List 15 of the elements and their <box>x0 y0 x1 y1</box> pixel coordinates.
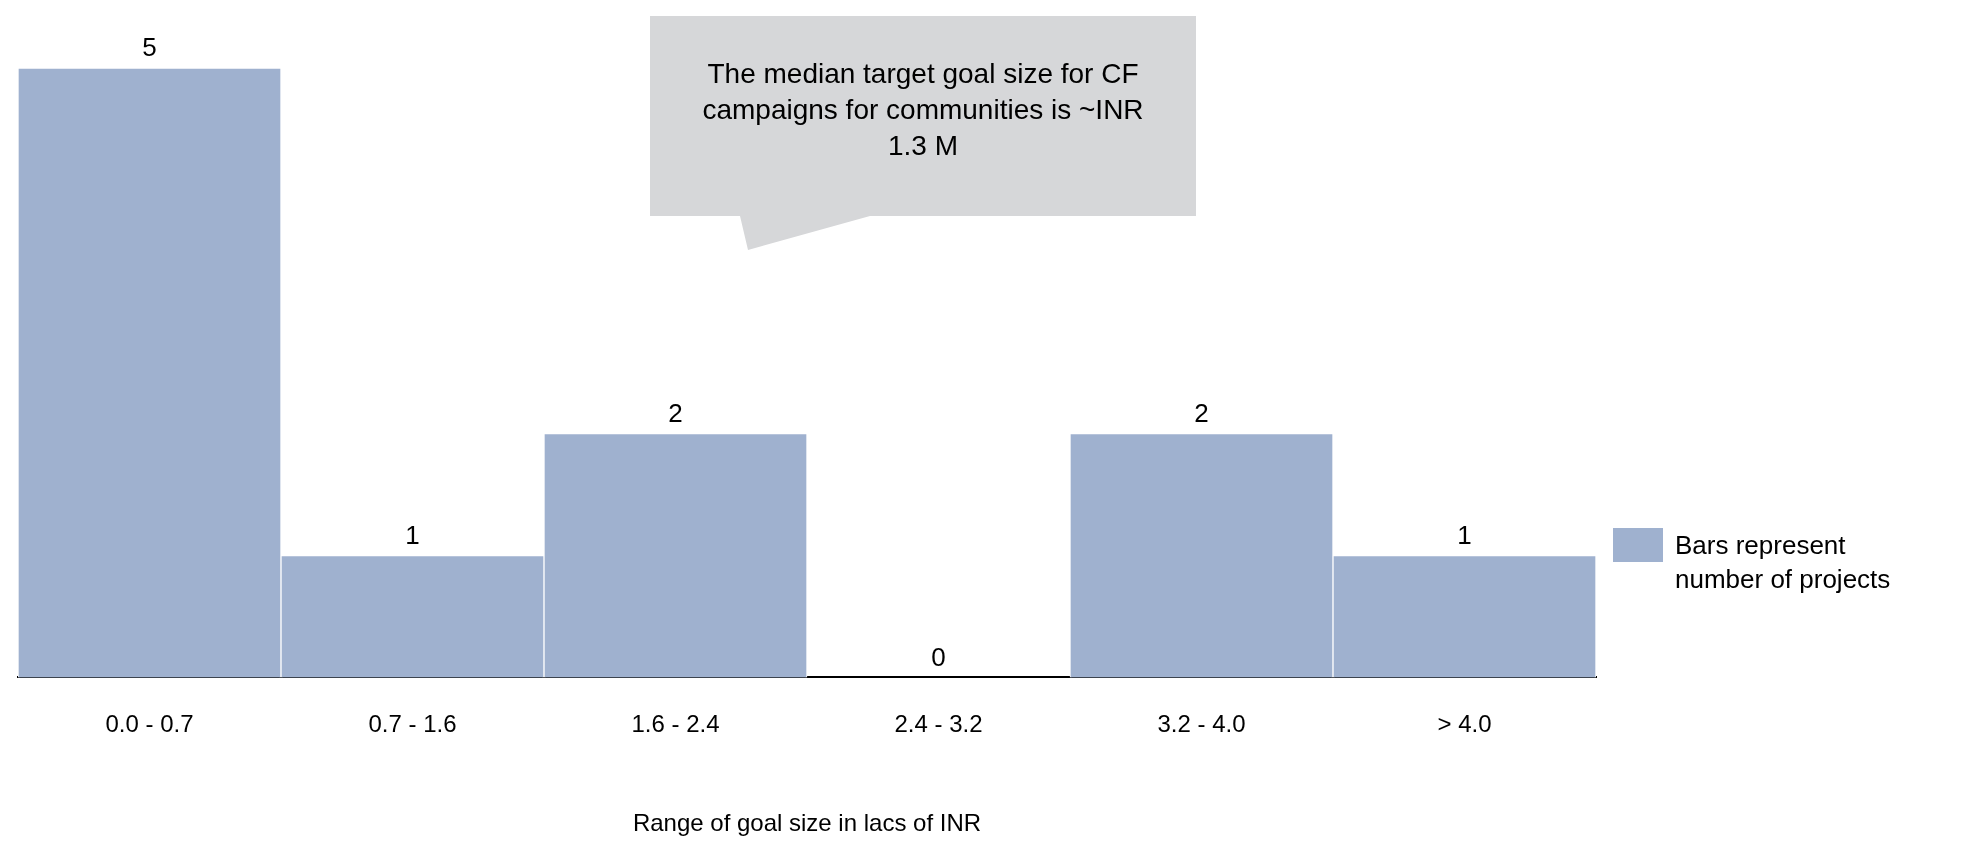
x-tick-label: 0.7 - 1.6 <box>368 710 457 738</box>
data-label: 1 <box>405 519 420 550</box>
x-axis-title: Range of goal size in lacs of INR <box>632 809 982 837</box>
data-label: 2 <box>1194 397 1209 428</box>
x-tick-label: > 4.0 <box>1437 710 1492 738</box>
data-label: 5 <box>142 32 157 63</box>
legend-label: Bars represent number of projects <box>1675 529 1892 596</box>
data-label: 0 <box>931 641 946 672</box>
annotation: The median target goal size for CF campaigns for communities is ~INR 1.3 M <box>701 57 1145 163</box>
data-label: 2 <box>668 397 683 428</box>
x-tick-label: 1.6 - 2.4 <box>631 710 720 738</box>
data-label: 1 <box>1457 519 1472 550</box>
x-tick-label: 3.2 - 4.0 <box>1157 710 1246 738</box>
x-tick-label: 0.0 - 0.7 <box>105 710 194 738</box>
x-tick-label: 2.4 - 3.2 <box>894 710 983 738</box>
